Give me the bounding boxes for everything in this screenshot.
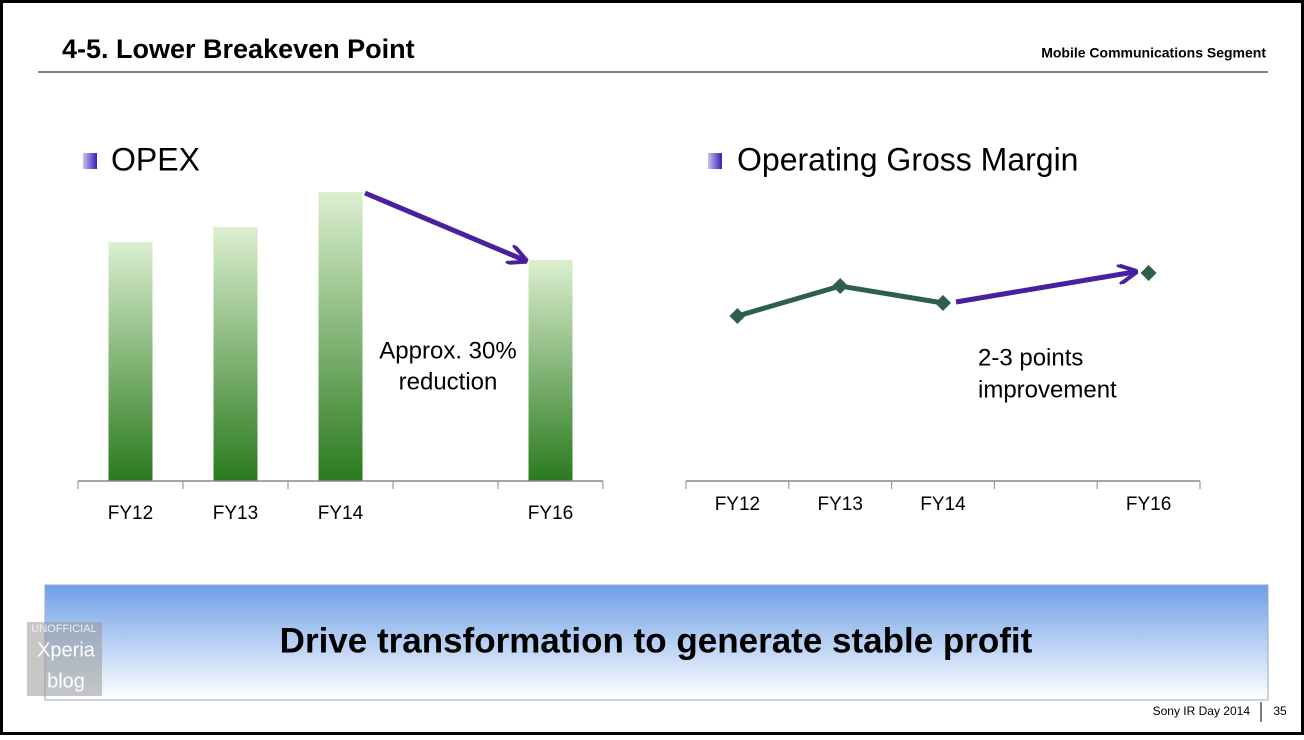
data-point — [1140, 265, 1157, 281]
arrow — [955, 272, 1134, 305]
watermark: blog — [47, 670, 85, 692]
annotation: improvement — [978, 376, 1117, 403]
bullet — [708, 153, 722, 169]
x-tick-label: FY12 — [108, 503, 153, 524]
footer-page: 35 — [1273, 704, 1287, 718]
x-tick-label: FY13 — [817, 494, 862, 515]
annotation: 2-3 points — [978, 344, 1083, 371]
x-tick-label: FY14 — [318, 503, 364, 524]
watermark-box — [27, 622, 102, 696]
arrow — [364, 190, 524, 260]
data-point — [729, 308, 746, 324]
x-tick-label: FY16 — [1126, 494, 1171, 515]
footer-event: Sony IR Day 2014 — [1153, 704, 1251, 718]
bar — [318, 192, 363, 481]
bullet — [83, 153, 97, 169]
x-tick-label: FY14 — [920, 494, 966, 515]
segment: Mobile Communications Segment — [1041, 45, 1266, 61]
chart-title: Operating Gross Margin — [737, 141, 1078, 177]
banner — [44, 584, 1269, 701]
x-tick-label: FY16 — [528, 503, 573, 524]
bar — [528, 260, 573, 481]
chart-title: OPEX — [111, 141, 200, 177]
x-tick-label: FY12 — [715, 494, 760, 515]
bar — [213, 227, 258, 481]
data-point — [832, 278, 849, 294]
bar — [108, 242, 153, 481]
watermark: Xperia — [37, 639, 96, 661]
watermark: UNOFFICIAL — [31, 623, 96, 635]
slide-title: 4-5. Lower Breakeven Point — [62, 34, 415, 64]
banner-text: Drive transformation to generate stable … — [280, 621, 1033, 660]
annotation: reduction — [399, 368, 498, 395]
x-tick-label: FY13 — [213, 503, 258, 524]
annotation: Approx. 30% — [379, 337, 516, 364]
data-point — [935, 295, 951, 311]
